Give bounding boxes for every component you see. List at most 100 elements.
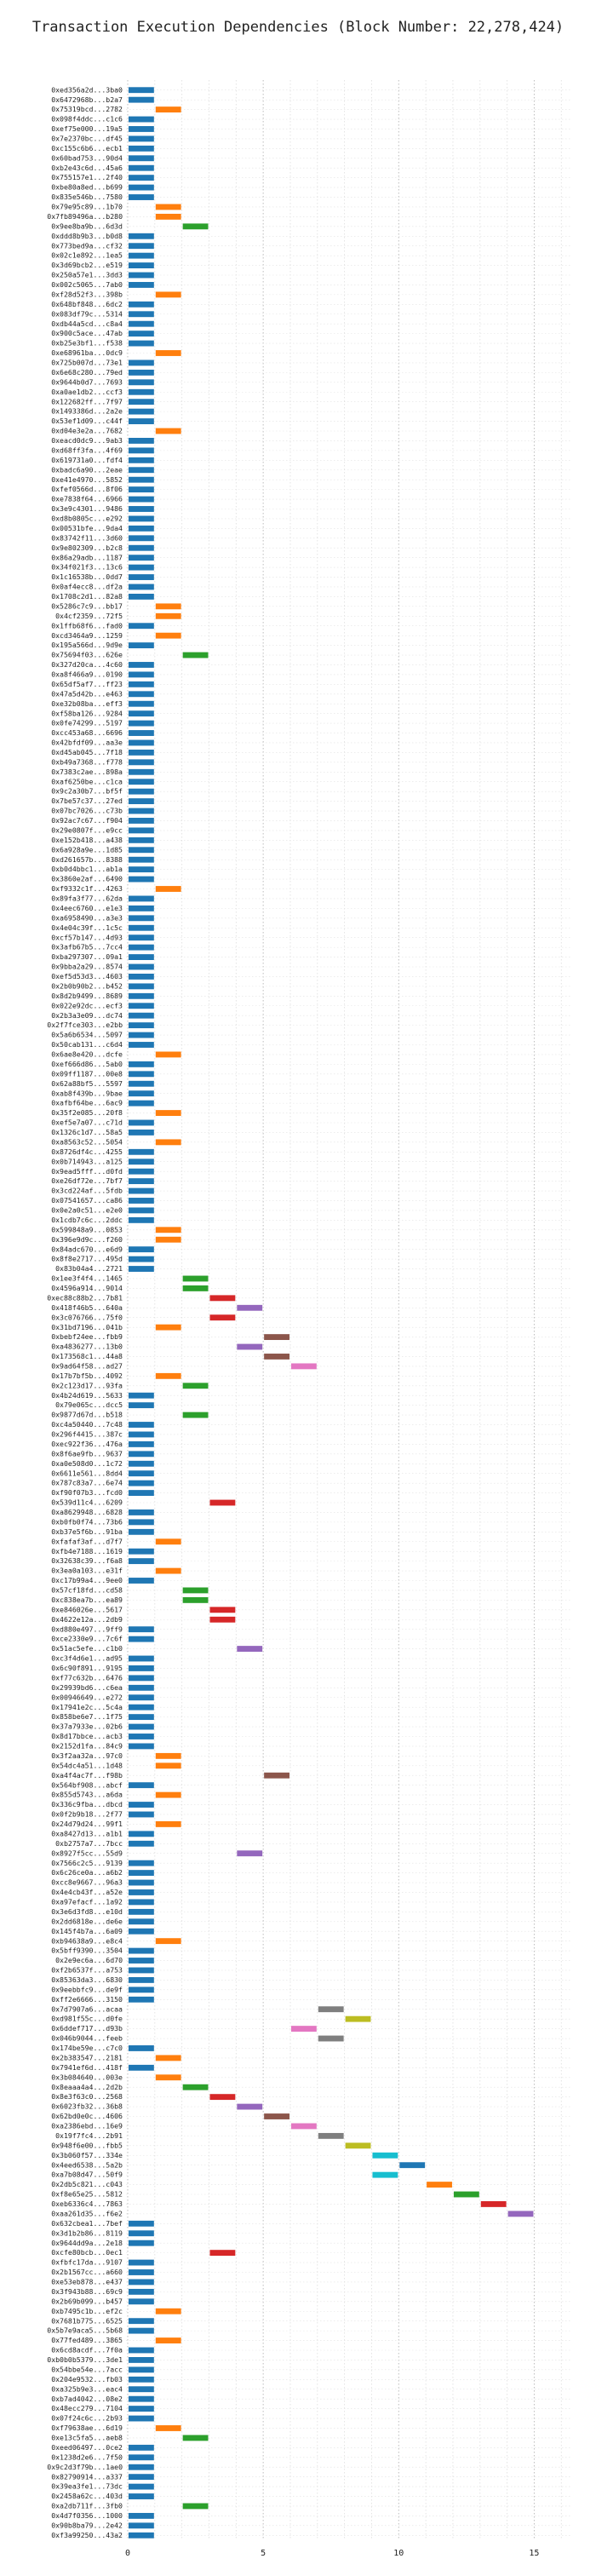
transaction-bar bbox=[129, 486, 154, 493]
transaction-label: 0xc17b99a4...9ee0 bbox=[51, 1576, 123, 1584]
transaction-bar bbox=[129, 856, 154, 863]
transaction-bar bbox=[129, 1148, 154, 1155]
transaction-label: 0xe846026e...5617 bbox=[51, 1605, 123, 1613]
transaction-label: 0xc4a50440...7c48 bbox=[51, 1420, 123, 1429]
transaction-label: 0xed356a2d...3ba0 bbox=[51, 85, 123, 94]
transaction-label: 0x122682ff...7f97 bbox=[51, 397, 123, 405]
transaction-label: 0x00531bfe...9da4 bbox=[51, 524, 123, 532]
transaction-bar bbox=[129, 1490, 154, 1497]
transaction-bar bbox=[155, 1938, 181, 1945]
transaction-label: 0x29e0807f...e9cc bbox=[51, 825, 123, 834]
transaction-label: 0x84adc670...e6d9 bbox=[51, 1245, 123, 1253]
transaction-label: 0x3c076766...75f0 bbox=[51, 1313, 123, 1321]
transaction-label: 0xb25e3bf1...f538 bbox=[51, 339, 123, 348]
transaction-bar bbox=[129, 1440, 154, 1447]
transaction-label: 0xd8b0805c...e292 bbox=[51, 515, 123, 523]
transaction-label: 0xb49a7368...f778 bbox=[51, 757, 123, 766]
transaction-bar bbox=[129, 282, 154, 288]
transaction-label: 0xef5e7a07...c71d bbox=[51, 1118, 123, 1127]
transaction-label: 0xb7495c1b...ef2c bbox=[51, 2307, 123, 2315]
transaction-bar bbox=[129, 1987, 154, 1993]
transaction-bar bbox=[155, 603, 181, 610]
transaction-bars bbox=[129, 87, 534, 2539]
transaction-bar bbox=[264, 1334, 289, 1341]
transaction-label: 0x564bf908...abcf bbox=[51, 1780, 123, 1789]
transaction-label: 0xff2e6666...3150 bbox=[51, 1995, 123, 2004]
transaction-label: 0xb2757a7...7bcc bbox=[55, 1839, 123, 1848]
transaction-label: 0x9ee8ba9b...6d3d bbox=[51, 221, 123, 230]
transaction-bar bbox=[129, 1012, 154, 1019]
transaction-label: 0xa8f466a9...0190 bbox=[51, 670, 123, 679]
transaction-bar bbox=[155, 2308, 181, 2314]
transaction-label: 0x1ffb68f6...fad0 bbox=[51, 621, 123, 630]
transaction-bar bbox=[129, 1928, 154, 1935]
transaction-bar bbox=[129, 710, 154, 717]
transaction-bar bbox=[155, 612, 181, 619]
transaction-label: 0xf9332c1f...4263 bbox=[51, 884, 123, 893]
transaction-bar bbox=[182, 223, 209, 230]
transaction-bar bbox=[129, 262, 154, 269]
transaction-bar bbox=[129, 2493, 154, 2499]
x-axis-ticks: 0 5 10 15 bbox=[125, 2549, 539, 2558]
transaction-label: 0x858be6e7...1f75 bbox=[51, 1712, 123, 1721]
transaction-bar bbox=[129, 1100, 154, 1107]
transaction-label: 0x00946649...e272 bbox=[51, 1693, 123, 1701]
transaction-bar bbox=[129, 1159, 154, 1165]
transaction-label: 0xe32b08ba...eff3 bbox=[51, 699, 123, 708]
x-tick-label: 5 bbox=[261, 2549, 266, 2558]
transaction-bar bbox=[129, 2298, 154, 2305]
transaction-bar bbox=[129, 2376, 154, 2383]
transaction-bar bbox=[155, 1791, 181, 1798]
transaction-bar bbox=[290, 2026, 317, 2033]
transaction-bar bbox=[129, 1246, 154, 1253]
transaction-bar bbox=[129, 96, 154, 103]
transaction-bar bbox=[182, 1412, 209, 1418]
transaction-label: 0xe41e4970...5852 bbox=[51, 475, 123, 484]
transaction-bar bbox=[155, 1567, 181, 1574]
transaction-bar bbox=[129, 1655, 154, 1662]
transaction-labels: 0xed356a2d...3ba00x6472968b...b2a70x7531… bbox=[47, 85, 123, 2539]
transaction-label: 0x85363da3...6830 bbox=[51, 1975, 123, 1984]
transaction-bar bbox=[129, 671, 154, 678]
transaction-bar bbox=[155, 204, 181, 210]
transaction-bar bbox=[129, 2522, 154, 2529]
transaction-bar bbox=[129, 2454, 154, 2461]
transaction-bar bbox=[129, 788, 154, 795]
transaction-label: 0xfafaf3af...d7f7 bbox=[51, 1537, 123, 1545]
transaction-label: 0x79e95c89...1b70 bbox=[51, 203, 123, 211]
transaction-bar bbox=[129, 418, 154, 424]
transaction-bar bbox=[155, 1762, 181, 1769]
transaction-label: 0x3b060f57...334e bbox=[51, 2151, 123, 2159]
transaction-label: 0x2db5c821...c043 bbox=[51, 2180, 123, 2188]
transaction-label: 0x3e9c4301...9486 bbox=[51, 504, 123, 513]
transaction-label: 0x6c26ce0a...a6b2 bbox=[51, 1868, 123, 1877]
transaction-bar bbox=[209, 1295, 236, 1302]
transaction-bar bbox=[129, 555, 154, 561]
transaction-bar bbox=[129, 1899, 154, 1906]
transaction-bar bbox=[129, 642, 154, 649]
transaction-label: 0x9e802309...b2c8 bbox=[51, 543, 123, 552]
transaction-bar bbox=[129, 2406, 154, 2412]
transaction-label: 0x3cd224af...5fdb bbox=[51, 1187, 123, 1195]
transaction-bar bbox=[129, 1207, 154, 1214]
transaction-bar bbox=[155, 291, 181, 298]
transaction-label: 0x6472968b...b2a7 bbox=[51, 95, 123, 104]
transaction-label: 0xf79638ae...6d19 bbox=[51, 2424, 123, 2432]
transaction-label: 0x539d11c4...6209 bbox=[51, 1498, 123, 1507]
transaction-bar bbox=[129, 905, 154, 911]
transaction-bar bbox=[129, 1684, 154, 1691]
transaction-label: 0x4eed6538...5a2b bbox=[51, 2160, 123, 2169]
transaction-bar bbox=[129, 564, 154, 571]
transaction-label: 0xbe80a8ed...b699 bbox=[51, 183, 123, 192]
transaction-bar bbox=[155, 1227, 181, 1233]
transaction-bar bbox=[129, 2386, 154, 2393]
transaction-bar bbox=[209, 2250, 236, 2257]
transaction-label: 0xa7b08d47...50f9 bbox=[51, 2171, 123, 2179]
transaction-label: 0x9644dd9a...2e18 bbox=[51, 2239, 123, 2247]
transaction-bar bbox=[155, 632, 181, 639]
transaction-bar bbox=[182, 1596, 209, 1603]
transaction-bar bbox=[129, 301, 154, 308]
transaction-label: 0x3d1b2b86...8119 bbox=[51, 2228, 123, 2237]
transaction-label: 0x75319bcd...2782 bbox=[51, 105, 123, 113]
transaction-label: 0x8d17bbce...acb3 bbox=[51, 1732, 123, 1740]
